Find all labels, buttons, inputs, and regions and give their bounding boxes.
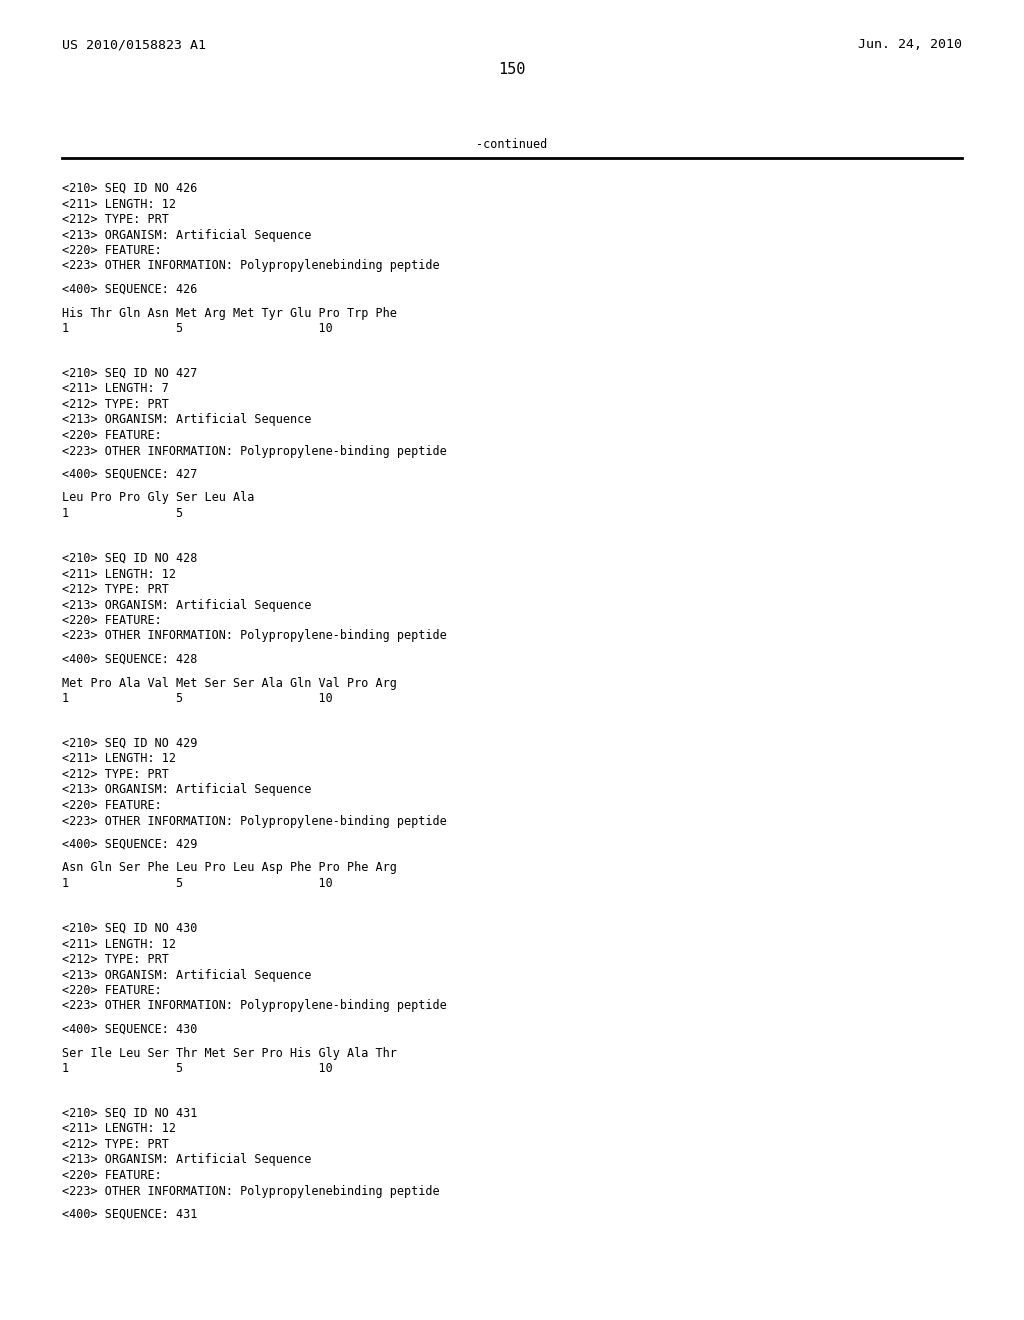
Text: <212> TYPE: PRT: <212> TYPE: PRT <box>62 583 169 597</box>
Text: US 2010/0158823 A1: US 2010/0158823 A1 <box>62 38 206 51</box>
Text: <210> SEQ ID NO 431: <210> SEQ ID NO 431 <box>62 1107 198 1119</box>
Text: <212> TYPE: PRT: <212> TYPE: PRT <box>62 1138 169 1151</box>
Text: Ser Ile Leu Ser Thr Met Ser Pro His Gly Ala Thr: Ser Ile Leu Ser Thr Met Ser Pro His Gly … <box>62 1047 397 1060</box>
Text: <223> OTHER INFORMATION: Polypropylene-binding peptide: <223> OTHER INFORMATION: Polypropylene-b… <box>62 814 446 828</box>
Text: <400> SEQUENCE: 429: <400> SEQUENCE: 429 <box>62 838 198 851</box>
Text: <220> FEATURE:: <220> FEATURE: <box>62 614 162 627</box>
Text: <211> LENGTH: 12: <211> LENGTH: 12 <box>62 752 176 766</box>
Text: <400> SEQUENCE: 427: <400> SEQUENCE: 427 <box>62 469 198 480</box>
Text: <211> LENGTH: 7: <211> LENGTH: 7 <box>62 383 169 396</box>
Text: <210> SEQ ID NO 428: <210> SEQ ID NO 428 <box>62 552 198 565</box>
Text: 1               5                   10: 1 5 10 <box>62 1063 333 1074</box>
Text: <220> FEATURE:: <220> FEATURE: <box>62 244 162 257</box>
Text: 1               5                   10: 1 5 10 <box>62 876 333 890</box>
Text: <400> SEQUENCE: 431: <400> SEQUENCE: 431 <box>62 1208 198 1221</box>
Text: <213> ORGANISM: Artificial Sequence: <213> ORGANISM: Artificial Sequence <box>62 598 311 611</box>
Text: <210> SEQ ID NO 427: <210> SEQ ID NO 427 <box>62 367 198 380</box>
Text: 1               5: 1 5 <box>62 507 183 520</box>
Text: <223> OTHER INFORMATION: Polypropylenebinding peptide: <223> OTHER INFORMATION: Polypropylenebi… <box>62 260 439 272</box>
Text: <400> SEQUENCE: 430: <400> SEQUENCE: 430 <box>62 1023 198 1036</box>
Text: <213> ORGANISM: Artificial Sequence: <213> ORGANISM: Artificial Sequence <box>62 228 311 242</box>
Text: Jun. 24, 2010: Jun. 24, 2010 <box>858 38 962 51</box>
Text: <211> LENGTH: 12: <211> LENGTH: 12 <box>62 1122 176 1135</box>
Text: <220> FEATURE:: <220> FEATURE: <box>62 983 162 997</box>
Text: <400> SEQUENCE: 426: <400> SEQUENCE: 426 <box>62 282 198 296</box>
Text: <211> LENGTH: 12: <211> LENGTH: 12 <box>62 937 176 950</box>
Text: 150: 150 <box>499 62 525 77</box>
Text: Met Pro Ala Val Met Ser Ser Ala Gln Val Pro Arg: Met Pro Ala Val Met Ser Ser Ala Gln Val … <box>62 676 397 689</box>
Text: <213> ORGANISM: Artificial Sequence: <213> ORGANISM: Artificial Sequence <box>62 969 311 982</box>
Text: <223> OTHER INFORMATION: Polypropylene-binding peptide: <223> OTHER INFORMATION: Polypropylene-b… <box>62 999 446 1012</box>
Text: <210> SEQ ID NO 426: <210> SEQ ID NO 426 <box>62 182 198 195</box>
Text: 1               5                   10: 1 5 10 <box>62 692 333 705</box>
Text: <210> SEQ ID NO 429: <210> SEQ ID NO 429 <box>62 737 198 750</box>
Text: Asn Gln Ser Phe Leu Pro Leu Asp Phe Pro Phe Arg: Asn Gln Ser Phe Leu Pro Leu Asp Phe Pro … <box>62 862 397 874</box>
Text: <211> LENGTH: 12: <211> LENGTH: 12 <box>62 568 176 581</box>
Text: <212> TYPE: PRT: <212> TYPE: PRT <box>62 768 169 781</box>
Text: <213> ORGANISM: Artificial Sequence: <213> ORGANISM: Artificial Sequence <box>62 1154 311 1167</box>
Text: <400> SEQUENCE: 428: <400> SEQUENCE: 428 <box>62 653 198 667</box>
Text: <213> ORGANISM: Artificial Sequence: <213> ORGANISM: Artificial Sequence <box>62 784 311 796</box>
Text: <220> FEATURE:: <220> FEATURE: <box>62 799 162 812</box>
Text: 1               5                   10: 1 5 10 <box>62 322 333 335</box>
Text: <223> OTHER INFORMATION: Polypropylene-binding peptide: <223> OTHER INFORMATION: Polypropylene-b… <box>62 445 446 458</box>
Text: <212> TYPE: PRT: <212> TYPE: PRT <box>62 399 169 411</box>
Text: <223> OTHER INFORMATION: Polypropylenebinding peptide: <223> OTHER INFORMATION: Polypropylenebi… <box>62 1184 439 1197</box>
Text: <212> TYPE: PRT: <212> TYPE: PRT <box>62 213 169 226</box>
Text: <210> SEQ ID NO 430: <210> SEQ ID NO 430 <box>62 921 198 935</box>
Text: <212> TYPE: PRT: <212> TYPE: PRT <box>62 953 169 966</box>
Text: -continued: -continued <box>476 139 548 150</box>
Text: <223> OTHER INFORMATION: Polypropylene-binding peptide: <223> OTHER INFORMATION: Polypropylene-b… <box>62 630 446 643</box>
Text: <211> LENGTH: 12: <211> LENGTH: 12 <box>62 198 176 210</box>
Text: <220> FEATURE:: <220> FEATURE: <box>62 429 162 442</box>
Text: <213> ORGANISM: Artificial Sequence: <213> ORGANISM: Artificial Sequence <box>62 413 311 426</box>
Text: His Thr Gln Asn Met Arg Met Tyr Glu Pro Trp Phe: His Thr Gln Asn Met Arg Met Tyr Glu Pro … <box>62 306 397 319</box>
Text: <220> FEATURE:: <220> FEATURE: <box>62 1170 162 1181</box>
Text: Leu Pro Pro Gly Ser Leu Ala: Leu Pro Pro Gly Ser Leu Ala <box>62 491 254 504</box>
